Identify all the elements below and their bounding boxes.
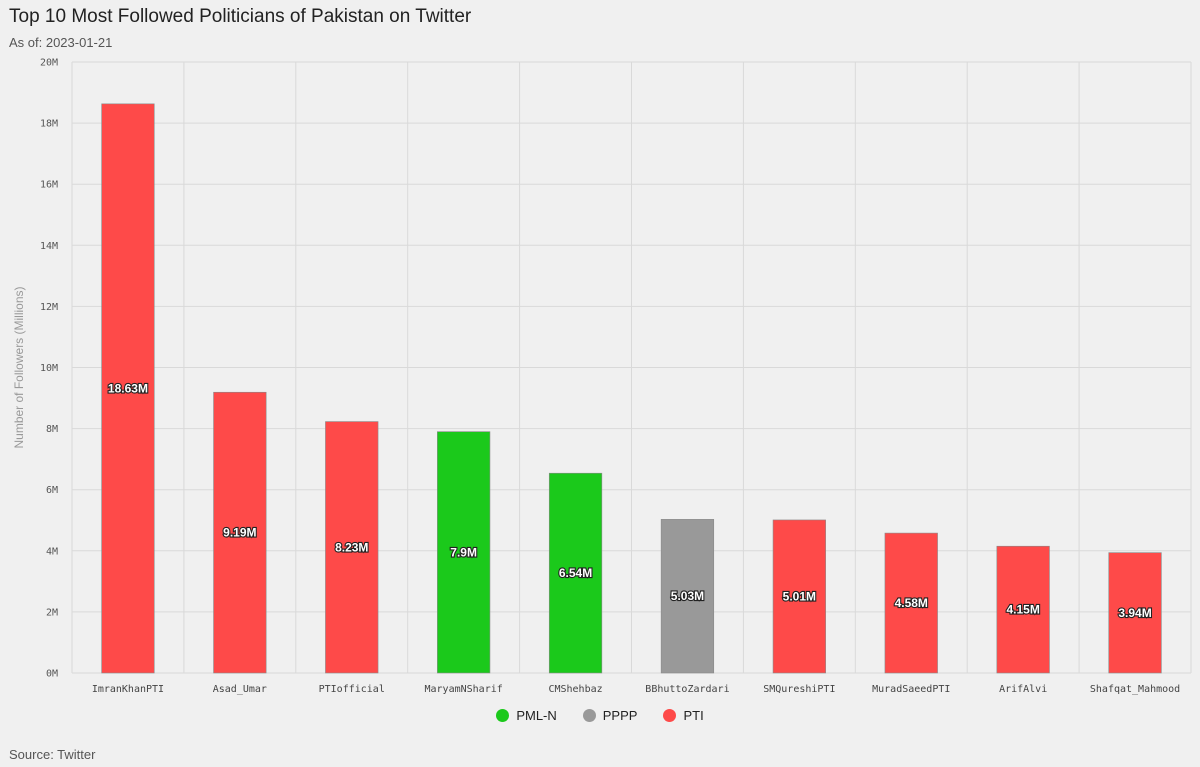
y-tick-label: 16M — [40, 180, 58, 191]
x-tick-label: BBhuttoZardari — [645, 684, 729, 695]
chart-source: Source: Twitter — [9, 747, 96, 762]
x-tick-label: CMShehbaz — [548, 684, 602, 695]
bar-smqureshipti — [772, 519, 826, 674]
bar-arifalvi — [996, 545, 1050, 674]
data-label: 5.03M — [671, 589, 704, 603]
data-label: 6.54M — [559, 566, 592, 580]
y-tick-label: 20M — [40, 58, 58, 69]
legend-swatch-pti — [663, 709, 677, 722]
chart-title: Top 10 Most Followed Politicians of Paki… — [9, 6, 472, 27]
x-tick-label: Asad_Umar — [213, 684, 267, 695]
y-tick-label: 0M — [46, 669, 58, 680]
x-tick-label: MaryamNSharif — [425, 684, 503, 695]
y-tick-label: 2M — [46, 607, 58, 618]
data-label: 4.15M — [1006, 603, 1039, 617]
bar-shafqat-mahmood — [1108, 552, 1162, 674]
bar-muradsaeedpti — [884, 532, 938, 674]
data-label: 18.63M — [108, 381, 148, 395]
data-label: 3.94M — [1118, 606, 1151, 620]
y-axis-label: Number of Followers (Millions) — [12, 286, 26, 448]
bar-ptiofficial — [325, 421, 379, 674]
bar-asad-umar — [213, 391, 267, 674]
x-tick-label: ArifAlvi — [999, 684, 1047, 695]
legend-item-pti: PTI — [663, 708, 704, 723]
x-tick-label: Shafqat_Mahmood — [1090, 684, 1180, 695]
legend-label-pppp: PPPP — [602, 708, 638, 723]
y-tick-label: 6M — [46, 485, 58, 496]
legend-swatch-pppp — [582, 709, 596, 722]
legend-swatch-pml-n — [496, 709, 510, 722]
legend-item-pppp: PPPP — [582, 708, 638, 723]
legend-label-pml-n: PML-N — [516, 708, 557, 723]
legend: PML-N PPPP PTI — [0, 708, 1200, 723]
legend-item-pml-n: PML-N — [496, 708, 557, 723]
data-label: 7.9M — [450, 545, 477, 559]
data-label: 9.19M — [223, 526, 256, 540]
y-tick-label: 10M — [40, 363, 58, 374]
bar-maryamnsharif — [437, 431, 491, 674]
bar-bbhuttozardari — [660, 519, 715, 674]
y-tick-label: 18M — [40, 119, 58, 130]
chart-subtitle: As of: 2023-01-21 — [9, 35, 113, 50]
data-label: 8.23M — [335, 540, 368, 554]
data-label: 5.01M — [783, 589, 816, 603]
x-tick-label: PTIofficial — [319, 684, 385, 695]
bar-imrankhanpti — [101, 103, 155, 674]
y-tick-label: 4M — [46, 546, 58, 557]
y-tick-label: 8M — [46, 424, 58, 435]
x-tick-label: MuradSaeedPTI — [872, 684, 950, 695]
y-tick-label: 14M — [40, 241, 58, 252]
x-tick-label: ImranKhanPTI — [92, 684, 164, 695]
data-label: 4.58M — [895, 596, 928, 610]
legend-label-pti: PTI — [683, 708, 704, 723]
bar-cmshehbaz — [548, 472, 603, 674]
y-tick-label: 12M — [40, 302, 58, 313]
x-tick-label: SMQureshiPTI — [763, 684, 835, 695]
bar-chart: 0M 2M 4M 6M 8M 10M 12M 14M 16M 18M 20M Number of Fo… — [12, 58, 1192, 695]
